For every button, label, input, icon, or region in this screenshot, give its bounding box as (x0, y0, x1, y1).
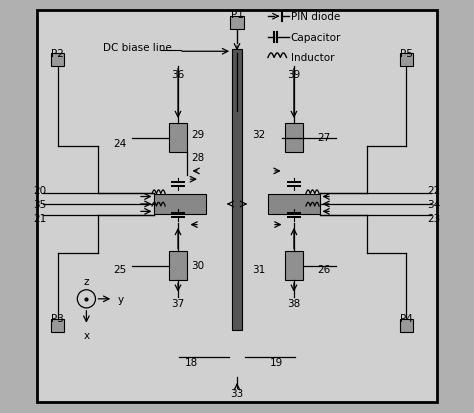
Text: P1: P1 (230, 10, 244, 20)
Text: 27: 27 (318, 132, 331, 142)
Text: Inductor: Inductor (291, 53, 334, 63)
Text: 35: 35 (33, 199, 46, 209)
Text: 26: 26 (318, 264, 331, 274)
Text: P4: P4 (400, 313, 412, 323)
Text: 32: 32 (253, 130, 266, 140)
Text: 31: 31 (253, 264, 266, 274)
Text: 38: 38 (287, 298, 301, 308)
Text: 29: 29 (191, 130, 205, 140)
Bar (169, 252, 187, 280)
Bar (285, 124, 303, 153)
Text: 19: 19 (270, 357, 283, 367)
Bar (285, 252, 303, 280)
Text: PIN diode: PIN diode (291, 12, 340, 22)
Text: 23: 23 (427, 213, 440, 223)
Bar (232, 50, 242, 330)
Bar (230, 17, 244, 30)
Bar (51, 319, 64, 332)
Bar (154, 195, 206, 214)
Text: 36: 36 (172, 70, 184, 80)
Text: 30: 30 (191, 260, 205, 270)
Text: 34: 34 (427, 199, 440, 209)
Text: 18: 18 (185, 357, 198, 367)
Text: 24: 24 (113, 139, 127, 149)
Text: 22: 22 (427, 186, 440, 196)
Bar (51, 54, 64, 67)
Text: 33: 33 (230, 387, 244, 398)
Bar (400, 54, 413, 67)
Text: 21: 21 (33, 213, 46, 223)
Text: 25: 25 (113, 264, 127, 274)
Text: z: z (83, 277, 89, 287)
Text: 37: 37 (172, 298, 184, 308)
Text: DC biase line: DC biase line (103, 43, 172, 53)
Text: x: x (83, 330, 90, 340)
Text: 39: 39 (287, 70, 301, 80)
Bar (169, 124, 187, 153)
Text: P5: P5 (400, 48, 412, 58)
Text: P2: P2 (51, 48, 64, 58)
Text: y: y (118, 294, 123, 304)
Text: 28: 28 (191, 153, 205, 163)
Text: 20: 20 (33, 186, 46, 196)
Text: P3: P3 (51, 313, 64, 323)
Bar (400, 319, 413, 332)
Bar (268, 195, 320, 214)
Text: Capacitor: Capacitor (291, 33, 341, 43)
